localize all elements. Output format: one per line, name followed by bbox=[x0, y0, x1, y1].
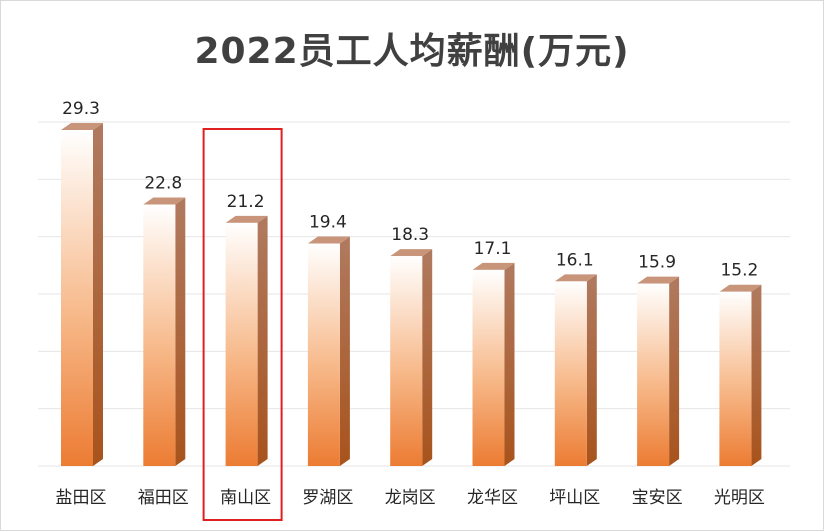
data-label: 17.1 bbox=[474, 239, 512, 259]
bar-top bbox=[143, 197, 186, 205]
bar-side bbox=[586, 274, 597, 466]
bar-top bbox=[719, 284, 762, 292]
highlight-box bbox=[202, 128, 283, 521]
x-tick-label: 罗湖区 bbox=[302, 488, 353, 508]
bar-side bbox=[751, 284, 762, 466]
bar-top bbox=[472, 262, 515, 270]
highlight-box-layer bbox=[202, 128, 283, 521]
data-label: 18.3 bbox=[391, 225, 429, 245]
bar-龙华区 bbox=[472, 262, 515, 466]
bar-福田区 bbox=[143, 197, 186, 466]
chart-title: 2022员工人均薪酬(万元) bbox=[194, 31, 630, 72]
data-label: 19.4 bbox=[309, 213, 347, 233]
data-label: 22.8 bbox=[144, 174, 182, 194]
x-tick-label: 宝安区 bbox=[632, 488, 683, 508]
bar bbox=[225, 222, 258, 466]
data-label: 21.2 bbox=[227, 192, 265, 212]
bar-龙岗区 bbox=[390, 249, 433, 466]
data-label: 15.2 bbox=[720, 261, 758, 281]
data-label: 15.9 bbox=[638, 253, 676, 273]
bar bbox=[61, 130, 93, 466]
bar-光明区 bbox=[719, 284, 762, 466]
bar bbox=[554, 281, 587, 466]
bar-top bbox=[637, 276, 680, 284]
bar-罗湖区 bbox=[307, 236, 350, 466]
bar-南山区 bbox=[225, 215, 268, 466]
bar-side bbox=[422, 249, 433, 466]
x-tick-label: 福田区 bbox=[138, 488, 189, 508]
bar-side bbox=[257, 215, 268, 466]
bar bbox=[390, 256, 423, 466]
bar-坪山区 bbox=[554, 274, 597, 466]
bar-宝安区 bbox=[637, 276, 680, 466]
bar-side bbox=[669, 276, 680, 466]
bar bbox=[307, 243, 340, 466]
value-labels: 29.3 22.8 21.2 19.4 18.3 17.1 16.1 15.9 15.2 bbox=[62, 99, 758, 281]
bar-top bbox=[61, 123, 103, 131]
bar-top bbox=[225, 215, 268, 223]
bar bbox=[143, 204, 176, 466]
bar-side bbox=[93, 123, 103, 466]
x-tick-label: 盐田区 bbox=[56, 488, 107, 508]
x-tick-label: 坪山区 bbox=[549, 488, 600, 508]
bars bbox=[61, 123, 762, 466]
bar bbox=[472, 269, 505, 466]
x-tick-label: 龙华区 bbox=[467, 488, 518, 508]
bar-side bbox=[175, 197, 186, 466]
x-tick-label: 南山区 bbox=[220, 488, 271, 508]
bar-top bbox=[554, 274, 597, 282]
bar-top bbox=[390, 249, 433, 257]
data-label: 29.3 bbox=[62, 99, 100, 119]
bar-盐田区 bbox=[61, 123, 103, 466]
bar bbox=[719, 291, 752, 466]
bar bbox=[637, 283, 670, 466]
bar-top bbox=[307, 236, 350, 244]
x-tick-label: 光明区 bbox=[714, 488, 765, 508]
bar-side bbox=[504, 262, 515, 466]
bar-side bbox=[339, 236, 350, 466]
data-label: 16.1 bbox=[556, 250, 594, 270]
x-tick-label: 龙岗区 bbox=[385, 488, 436, 508]
category-labels: 盐田区 福田区 南山区 罗湖区 龙岗区 龙华区 坪山区 宝安区 光明区 bbox=[56, 488, 765, 508]
